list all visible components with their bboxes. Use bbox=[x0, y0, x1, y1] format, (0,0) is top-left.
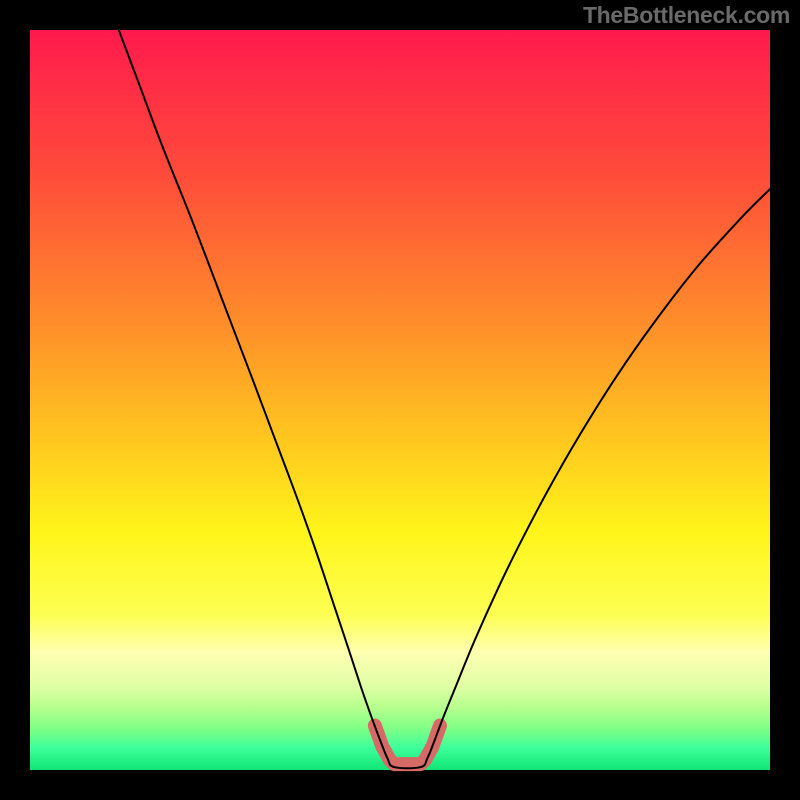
bottleneck-chart bbox=[0, 0, 800, 800]
watermark-text: TheBottleneck.com bbox=[583, 2, 790, 29]
plot-background bbox=[30, 30, 770, 770]
chart-container: TheBottleneck.com bbox=[0, 0, 800, 800]
